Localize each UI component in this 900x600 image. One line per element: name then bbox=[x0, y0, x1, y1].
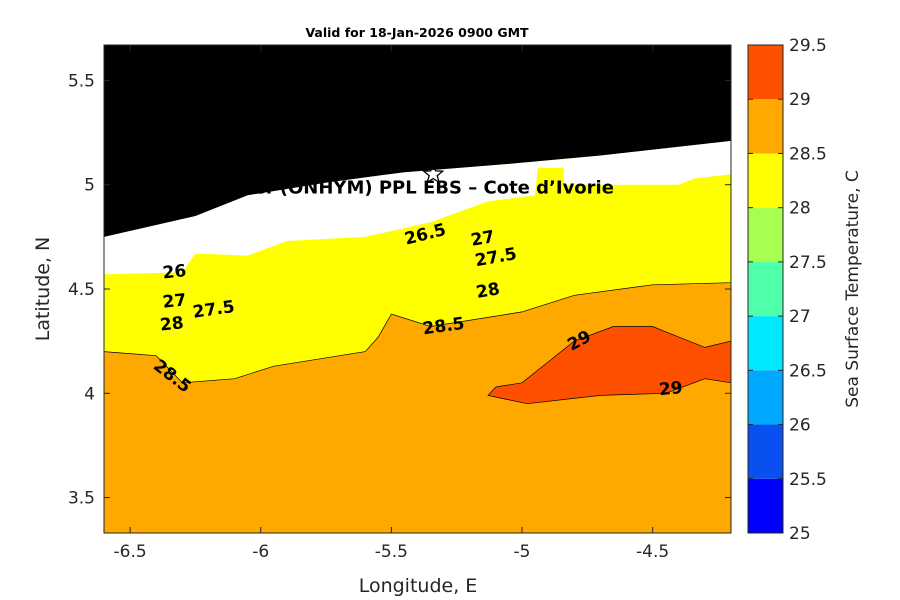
colorbar-tick-label: 29.5 bbox=[789, 36, 827, 56]
colorbar-frame bbox=[747, 44, 784, 534]
colorbar-label: Sea Surface Temperature, C bbox=[843, 170, 863, 408]
colorbar-tick-label: 27 bbox=[789, 307, 811, 327]
contour-band-29 bbox=[487, 326, 731, 405]
colorbar-block bbox=[748, 478, 783, 533]
colorbar-block bbox=[748, 153, 783, 208]
colorbar-tick-label: 25.5 bbox=[789, 470, 827, 490]
colorbar-tick-label: 28.5 bbox=[789, 144, 827, 164]
y-tick-label: 4 bbox=[84, 384, 95, 404]
x-axis-label: Longitude, E bbox=[359, 575, 478, 597]
colorbar-tick-label: 26 bbox=[789, 416, 811, 436]
y-tick-label: 5.5 bbox=[68, 71, 95, 91]
colorbar-tick-label: 25 bbox=[789, 524, 811, 544]
colorbar-block bbox=[748, 370, 783, 425]
colorbar-tick-label: 26.5 bbox=[789, 361, 827, 381]
x-tick-label: -5.5 bbox=[375, 542, 408, 562]
y-tick-label: 4.5 bbox=[68, 280, 95, 300]
colorbar-tick-label: 29 bbox=[789, 90, 811, 110]
contour-label: 26 bbox=[162, 261, 188, 283]
x-tick-label: -6.5 bbox=[114, 542, 147, 562]
no-data-region bbox=[104, 140, 731, 275]
x-tick-label: -6 bbox=[252, 542, 269, 562]
colorbar-tick-label: 27.5 bbox=[789, 253, 827, 273]
colorbar-block bbox=[748, 316, 783, 371]
site-name-label: CI-(ONHYM) PPL EBS – Cote d’Ivorie bbox=[252, 177, 614, 198]
colorbar: 25 25.5 26 26.5 27 27.5 28 28.5 29 29.5 bbox=[747, 36, 827, 544]
x-tick-label: -4.5 bbox=[636, 542, 669, 562]
contour-label: 27 bbox=[162, 290, 188, 312]
colorbar-block bbox=[748, 261, 783, 317]
y-tick-label: 5 bbox=[84, 176, 95, 196]
colorbar-block bbox=[748, 45, 783, 100]
y-axis-label: Latitude, N bbox=[32, 237, 54, 342]
contour-label: 29 bbox=[658, 378, 684, 400]
site-star-marker bbox=[421, 162, 445, 184]
colorbar-tick-label: 28 bbox=[789, 199, 811, 219]
colorbar-block bbox=[748, 424, 783, 479]
contour-label: 28 bbox=[475, 279, 502, 303]
chart-title: Valid for 18-Jan-2026 0900 GMT bbox=[305, 25, 529, 40]
x-tick-label: -5 bbox=[514, 542, 531, 562]
contour-label: 28 bbox=[159, 313, 185, 335]
contour-label: 27 bbox=[469, 227, 496, 251]
colorbar-block bbox=[748, 207, 783, 262]
y-tick-label: 3.5 bbox=[68, 489, 95, 509]
colorbar-block bbox=[748, 99, 783, 154]
land-mask bbox=[104, 45, 731, 237]
